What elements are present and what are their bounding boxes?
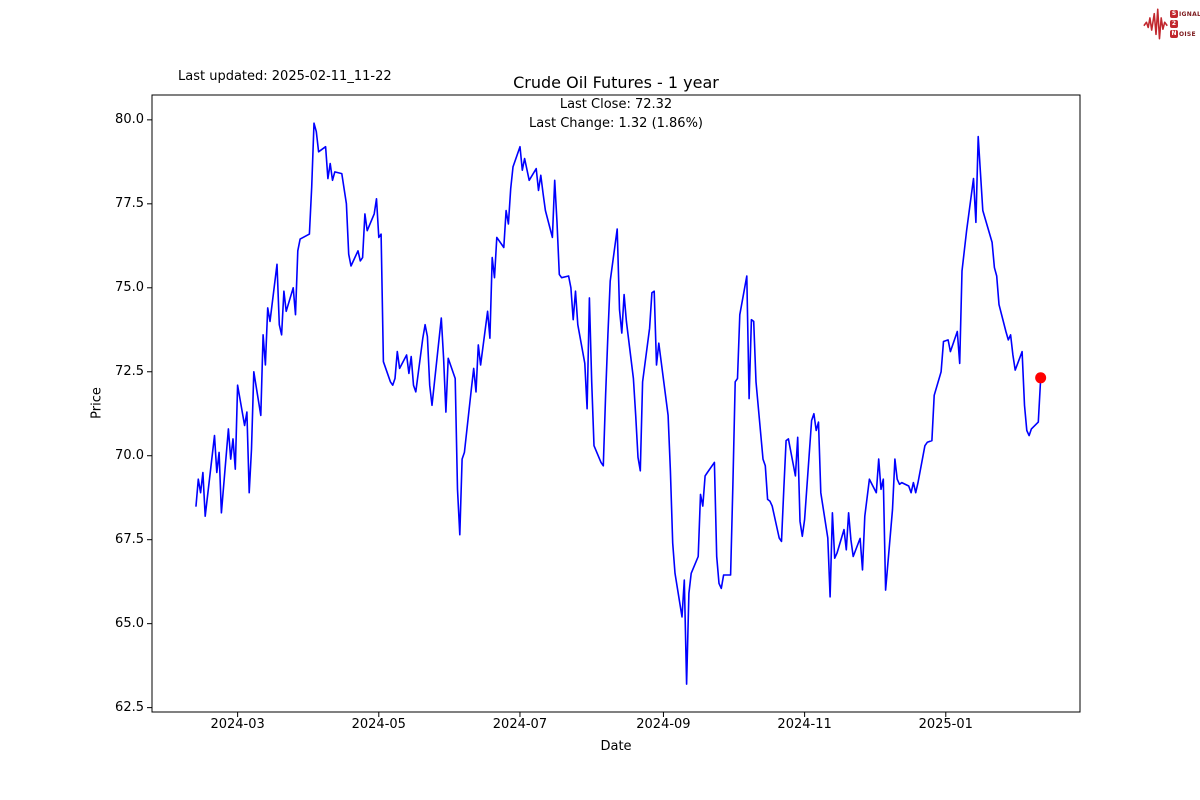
x-tick-label: 2025-01 bbox=[918, 717, 973, 732]
logo-letterbox-n: N bbox=[1170, 30, 1178, 38]
signal2noise-logo: S IGNAL 2 N OISE bbox=[1143, 4, 1200, 44]
y-tick-label: 67.5 bbox=[115, 531, 144, 547]
last-updated-text: Last updated: 2025-02-11_11-22 bbox=[178, 69, 392, 84]
last-close-annotation: Last Close: 72.32 bbox=[559, 97, 673, 112]
logo-letterbox-s: S bbox=[1170, 10, 1178, 18]
last-change-annotation: Last Change: 1.32 (1.86%) bbox=[528, 116, 704, 131]
last-price-marker bbox=[1035, 372, 1047, 384]
x-tick-label: 2024-07 bbox=[492, 717, 548, 732]
y-tick-label: 65.0 bbox=[115, 615, 144, 631]
plot-border bbox=[151, 94, 1081, 713]
y-tick-label: 72.5 bbox=[115, 363, 144, 379]
logo-text: S IGNAL 2 N OISE bbox=[1170, 10, 1200, 39]
y-tick-label: 80.0 bbox=[115, 111, 144, 127]
logo-row-2: 2 bbox=[1170, 20, 1200, 29]
logo-row-signal: S IGNAL bbox=[1170, 10, 1200, 18]
y-axis-label: Price bbox=[89, 387, 105, 419]
logo-letterbox-2: 2 bbox=[1170, 20, 1178, 28]
x-axis-label: Date bbox=[600, 739, 632, 754]
y-tick-label: 77.5 bbox=[115, 195, 144, 211]
x-tick-label: 2024-03 bbox=[210, 717, 265, 732]
waveform-icon bbox=[1143, 8, 1168, 40]
x-tick-label: 2024-11 bbox=[777, 717, 832, 732]
chart-title: Crude Oil Futures - 1 year bbox=[513, 73, 719, 92]
y-tick-label: 62.5 bbox=[115, 699, 144, 715]
price-line bbox=[195, 122, 1042, 685]
logo-row-noise: N OISE bbox=[1170, 30, 1196, 38]
x-tick-label: 2024-09 bbox=[636, 717, 691, 732]
y-tick-label: 70.0 bbox=[115, 447, 144, 463]
y-tick-label: 75.0 bbox=[115, 279, 144, 295]
x-tick-label: 2024-05 bbox=[351, 717, 406, 732]
